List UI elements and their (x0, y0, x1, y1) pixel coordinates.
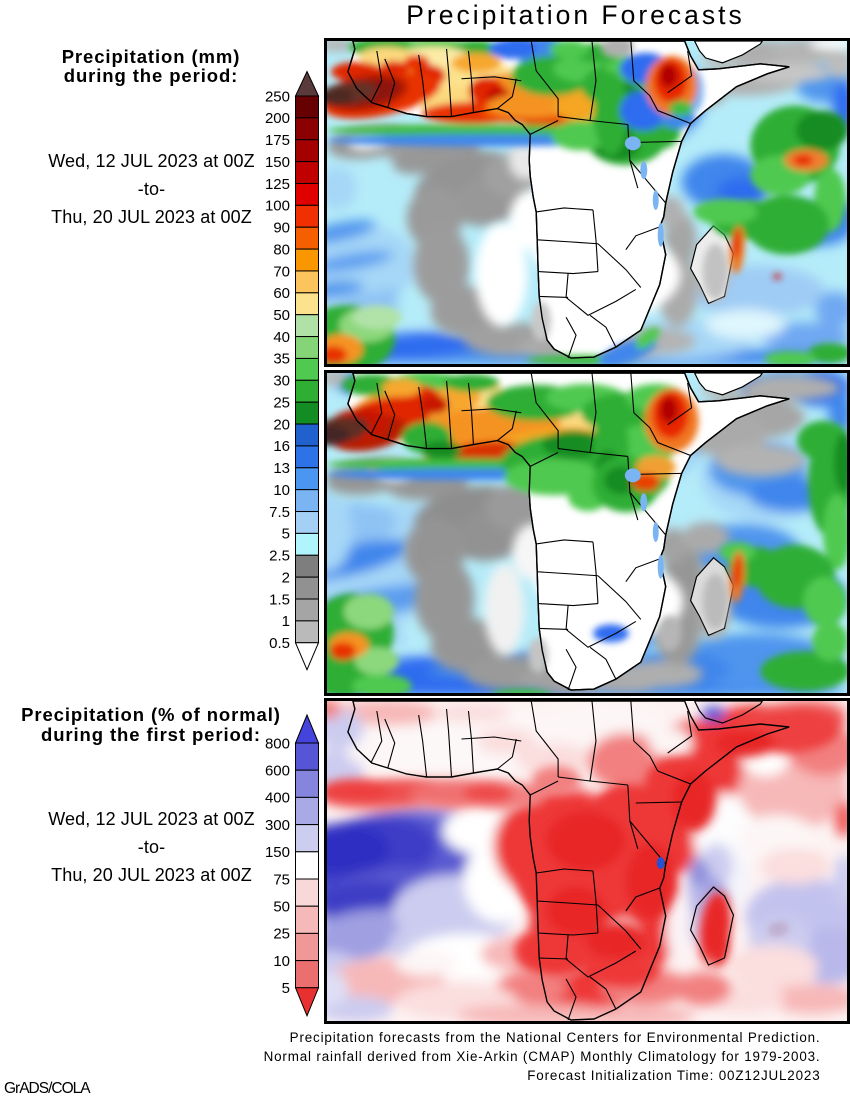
svg-text:16: 16 (273, 438, 290, 455)
svg-text:90: 90 (273, 220, 290, 237)
svg-text:125: 125 (265, 176, 290, 193)
svg-text:1: 1 (282, 613, 290, 630)
svg-text:175: 175 (265, 132, 290, 149)
svg-text:10: 10 (273, 953, 290, 970)
svg-text:250: 250 (265, 88, 290, 105)
svg-text:60: 60 (273, 285, 290, 302)
svg-text:10: 10 (273, 482, 290, 499)
svg-text:30: 30 (273, 373, 290, 390)
svg-text:7.5: 7.5 (269, 504, 290, 521)
svg-text:5: 5 (282, 526, 290, 543)
svg-text:50: 50 (273, 307, 290, 324)
svg-text:80: 80 (273, 241, 290, 258)
svg-text:75: 75 (273, 871, 290, 888)
svg-text:800: 800 (265, 735, 290, 752)
svg-text:50: 50 (273, 899, 290, 916)
svg-text:400: 400 (265, 790, 290, 807)
svg-text:2: 2 (282, 569, 290, 586)
svg-text:300: 300 (265, 817, 290, 834)
svg-text:0.5: 0.5 (269, 635, 290, 652)
svg-text:600: 600 (265, 763, 290, 780)
svg-text:35: 35 (273, 351, 290, 368)
svg-text:150: 150 (265, 154, 290, 171)
svg-text:150: 150 (265, 844, 290, 861)
svg-text:70: 70 (273, 263, 290, 280)
svg-text:25: 25 (273, 926, 290, 943)
svg-text:25: 25 (273, 394, 290, 411)
svg-text:100: 100 (265, 198, 290, 215)
svg-text:1.5: 1.5 (269, 591, 290, 608)
svg-text:2.5: 2.5 (269, 548, 290, 565)
svg-text:20: 20 (273, 416, 290, 433)
svg-text:5: 5 (282, 980, 290, 997)
svg-text:13: 13 (273, 460, 290, 477)
svg-text:200: 200 (265, 110, 290, 127)
svg-text:40: 40 (273, 329, 290, 346)
